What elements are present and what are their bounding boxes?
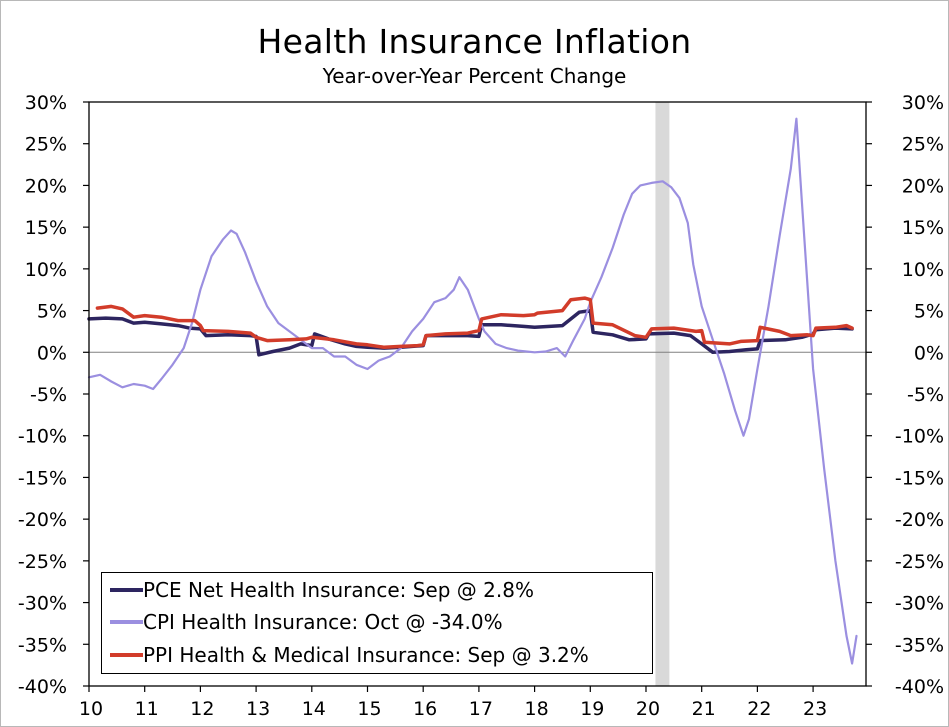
y-tick-label-left: -20% xyxy=(18,509,67,531)
y-tick-label-left: 5% xyxy=(37,301,67,323)
y-tick-label-left: -35% xyxy=(18,634,67,656)
x-tick-label: 11 xyxy=(135,698,159,720)
y-tick-label-left: -25% xyxy=(18,551,67,573)
x-tick-label: 13 xyxy=(246,698,270,720)
legend: PCE Net Health Insurance: Sep @ 2.8% CPI… xyxy=(101,572,653,674)
y-tick-label-left: -30% xyxy=(18,593,67,615)
y-tick-label-right: 30% xyxy=(902,92,944,114)
recession-shade xyxy=(655,102,670,686)
y-tick-label-right: 15% xyxy=(902,217,944,239)
y-tick-label-right: -20% xyxy=(895,509,944,531)
y-tick-label-right: -35% xyxy=(895,634,944,656)
y-tick-label-right: 20% xyxy=(902,175,944,197)
legend-swatch-cpi xyxy=(110,620,143,624)
x-tick-label: 19 xyxy=(580,698,604,720)
x-tick-label: 16 xyxy=(413,698,437,720)
series-line-ppi xyxy=(95,296,854,350)
y-tick-label-right: -25% xyxy=(895,551,944,573)
legend-label-ppi: PPI Health & Medical Insurance: Sep @ 3.… xyxy=(143,643,589,667)
x-tick-label: 17 xyxy=(469,698,493,720)
legend-label-pce: PCE Net Health Insurance: Sep @ 2.8% xyxy=(143,578,534,602)
legend-swatch-pce xyxy=(110,588,143,592)
y-tick-label-right: -10% xyxy=(895,426,944,448)
recession-bar xyxy=(655,102,670,686)
y-tick-label-left: -10% xyxy=(18,426,67,448)
y-tick-label-right: 5% xyxy=(914,301,944,323)
legend-entry-cpi: CPI Health Insurance: Oct @ -34.0% xyxy=(110,609,503,635)
x-tick-label: 22 xyxy=(747,698,771,720)
y-tick-label-right: 25% xyxy=(902,134,944,156)
y-tick-label-right: -15% xyxy=(895,467,944,489)
x-tick-label: 15 xyxy=(357,698,381,720)
y-tick-label-right: -5% xyxy=(907,384,944,406)
y-tick-label-left: 15% xyxy=(25,217,67,239)
legend-swatch-ppi xyxy=(110,653,143,657)
y-tick-label-right: -40% xyxy=(895,676,944,698)
x-tick-label: 12 xyxy=(190,698,214,720)
x-tick-label: 21 xyxy=(692,698,716,720)
y-tick-label-left: 10% xyxy=(25,259,67,281)
x-tick-label: 14 xyxy=(302,698,326,720)
legend-entry-pce: PCE Net Health Insurance: Sep @ 2.8% xyxy=(110,577,534,603)
x-tick-label: 23 xyxy=(803,698,827,720)
x-tick-label: 20 xyxy=(636,698,660,720)
y-tick-label-left: 25% xyxy=(25,134,67,156)
chart-title: Health Insurance Inflation xyxy=(257,22,692,61)
y-tick-label-right: 10% xyxy=(902,259,944,281)
legend-entry-ppi: PPI Health & Medical Insurance: Sep @ 3.… xyxy=(110,642,589,668)
y-tick-label-left: -5% xyxy=(30,384,67,406)
x-tick-label: 18 xyxy=(524,698,548,720)
y-tick-label-left: 30% xyxy=(25,92,67,114)
chart-subtitle: Year-over-Year Percent Change xyxy=(322,64,627,88)
y-tick-label-left: -15% xyxy=(18,467,67,489)
y-tick-label-right: 0% xyxy=(914,342,944,364)
x-tick-label: 10 xyxy=(79,698,103,720)
series-line-cpi xyxy=(87,117,858,665)
y-tick-label-left: 20% xyxy=(25,175,67,197)
y-tick-label-left: -40% xyxy=(18,676,67,698)
y-tick-label-left: 0% xyxy=(37,342,67,364)
y-tick-label-right: -30% xyxy=(895,593,944,615)
legend-label-cpi: CPI Health Insurance: Oct @ -34.0% xyxy=(143,610,503,634)
